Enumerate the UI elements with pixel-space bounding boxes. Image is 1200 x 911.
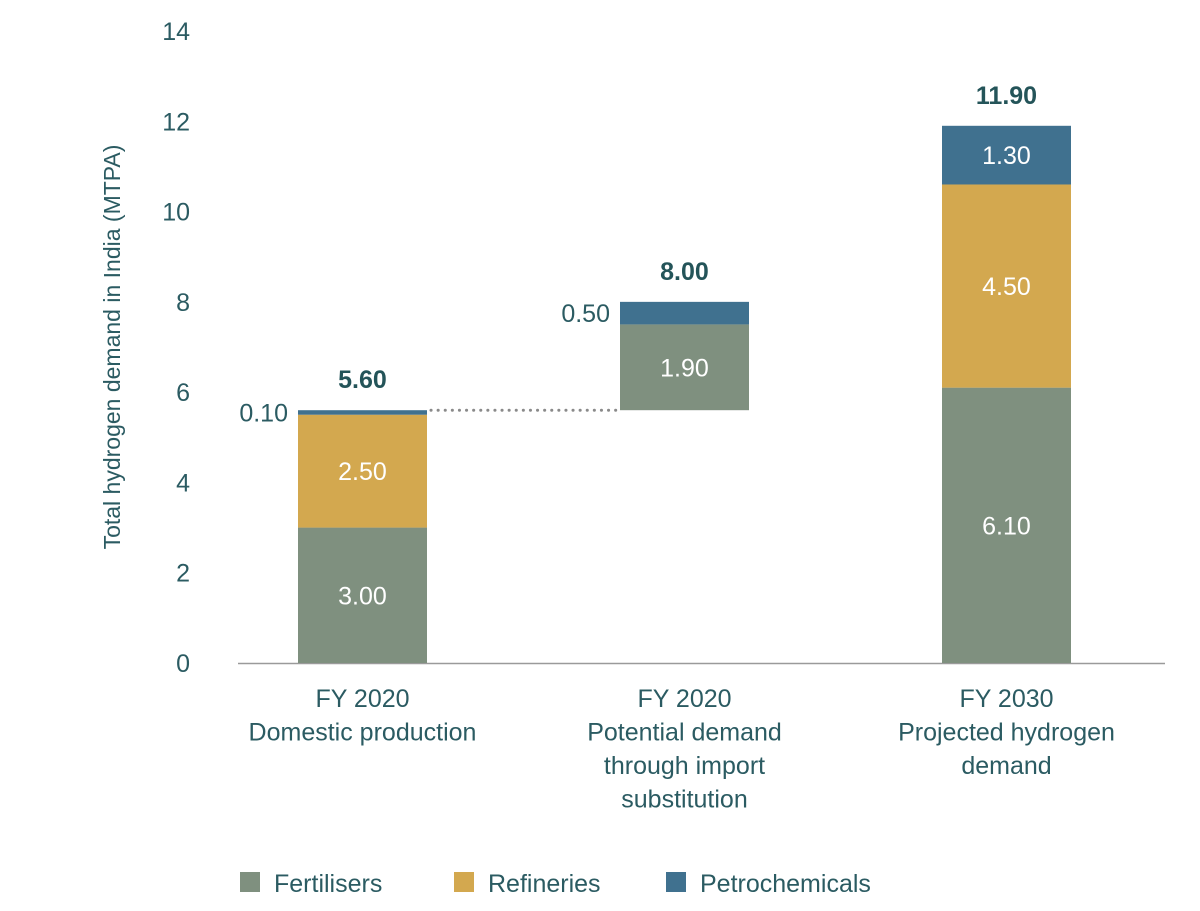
x-category-label: Projected hydrogen [898,719,1115,747]
bar-segment-refineries [942,184,1071,388]
y-tick-label: 12 [162,108,190,136]
legend-swatch-fertilisers [240,872,260,892]
x-category-label: through import [604,752,765,780]
bar-segment-fertilisers [620,324,749,411]
total-value-label: 5.60 [338,366,387,394]
segment-value-label: 3.00 [338,582,387,610]
segment-value-label: 2.50 [338,458,387,486]
x-category-label: substitution [621,786,747,814]
x-category-label: Potential demand [587,719,782,747]
y-tick-label: 6 [176,379,190,407]
x-category-label: FY 2020 [637,685,731,713]
x-category-label: FY 2020 [315,685,409,713]
legend-label: Petrochemicals [700,870,871,898]
y-tick-label: 0 [176,650,190,678]
y-tick-label: 10 [162,199,190,227]
y-tick-label: 4 [176,469,190,497]
y-axis-label: Total hydrogen demand in India (MTPA) [99,145,125,550]
bar-segment-refineries [298,414,427,528]
bar-segment-petrochemicals [298,410,427,415]
segment-value-label: 0.50 [561,300,610,328]
segment-value-label: 6.10 [982,512,1031,540]
segment-value-label: 4.50 [982,273,1031,301]
x-category-label: demand [961,752,1051,780]
x-category-label: Domestic production [249,719,477,747]
y-tick-label: 14 [162,18,190,46]
segment-value-label: 0.10 [239,399,288,427]
bar-segment-fertilisers [298,527,427,663]
x-category-label: FY 2030 [959,685,1053,713]
total-value-label: 11.90 [976,82,1037,110]
legend-label: Refineries [488,870,601,898]
y-tick-label: 2 [176,560,190,588]
segment-value-label: 1.90 [660,354,709,382]
bar-segment-fertilisers [942,387,1071,663]
legend-label: Fertilisers [274,870,382,898]
legend-swatch-petrochemicals [666,872,686,892]
bar-segment-petrochemicals [942,125,1071,185]
legend-swatch-refineries [454,872,474,892]
total-value-label: 8.00 [660,258,709,286]
y-tick-label: 8 [176,289,190,317]
segment-value-label: 1.30 [982,142,1031,170]
bar-segment-petrochemicals [620,301,749,325]
